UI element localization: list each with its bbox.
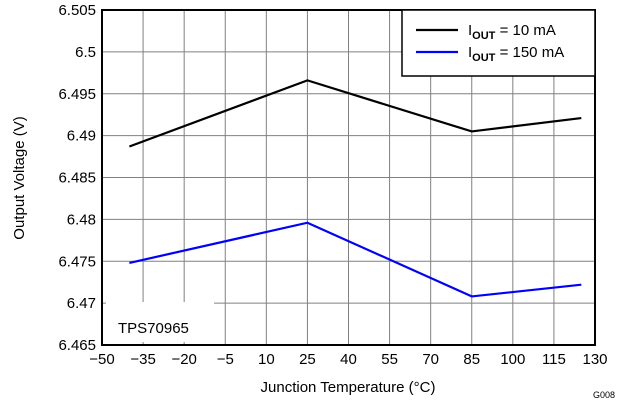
y-tick-label: 6.465	[58, 337, 96, 354]
y-tick-label: 6.485	[58, 170, 96, 187]
x-tick-label: −20	[171, 351, 196, 368]
y-tick-label: 6.475	[58, 253, 96, 270]
plot-frame	[101, 9, 596, 346]
x-tick-label: 25	[299, 351, 316, 368]
y-tick-label: 6.5	[75, 44, 96, 61]
x-tick-label: −50	[89, 351, 114, 368]
y-axis-label: Output Voltage (V)	[11, 116, 28, 239]
x-tick-label: 130	[582, 351, 607, 368]
annotation-background	[106, 302, 214, 342]
x-axis-label: Junction Temperature (°C)	[261, 379, 436, 396]
x-axis-ticks: −50 −35 −20 −5 10 25 40 55 70 85 100 115 130	[89, 351, 607, 368]
series-line-2	[129, 221, 582, 298]
figure-id: G008	[593, 390, 615, 400]
legend-label: IOUT = 10 mA	[468, 22, 556, 42]
x-tick-label: 100	[500, 351, 525, 368]
y-axis-ticks: 6.465 6.47 6.475 6.48 6.485 6.49 6.495 6.5 6.505	[58, 2, 96, 354]
legend-box	[401, 9, 596, 77]
series-line-1	[129, 79, 582, 148]
x-tick-label: 55	[381, 351, 398, 368]
device-annotation: TPS70965	[118, 320, 189, 337]
y-tick-label: 6.495	[58, 86, 96, 103]
x-tick-label: 10	[258, 351, 275, 368]
y-tick-label: 6.49	[67, 128, 96, 145]
x-tick-label: 115	[542, 351, 566, 368]
x-tick-label: −5	[217, 351, 234, 368]
x-tick-label: 70	[422, 351, 439, 368]
legend-label: IOUT = 150 mA	[468, 44, 564, 64]
y-tick-label: 6.505	[58, 2, 96, 19]
y-tick-label: 6.48	[67, 211, 96, 228]
x-tick-label: −35	[130, 351, 155, 368]
y-tick-label: 6.47	[67, 295, 96, 312]
x-tick-label: 85	[463, 351, 480, 368]
x-tick-label: 40	[340, 351, 357, 368]
series-lines	[129, 79, 582, 298]
